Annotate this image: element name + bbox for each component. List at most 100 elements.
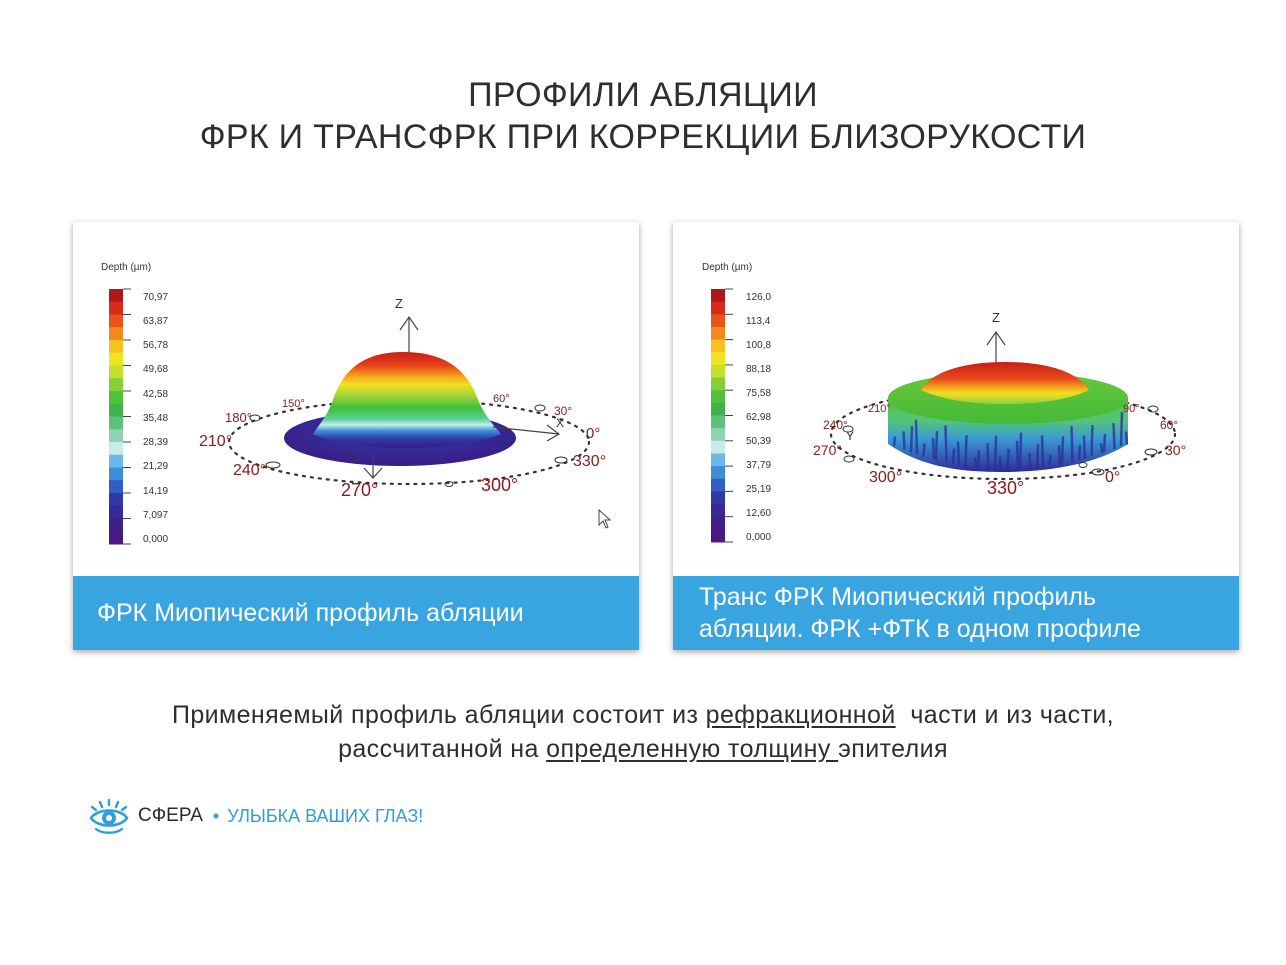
ring-markers — [842, 405, 1159, 476]
scale-tick-label: 14,19 — [143, 486, 168, 497]
angle-label-300: 300° — [481, 475, 518, 495]
scale-swatch — [711, 364, 725, 379]
title-line-1: ПРОФИЛИ АБЛЯЦИИ — [468, 76, 818, 114]
description-text: Применяемый профиль абляции состоит из — [171, 701, 706, 729]
streak — [1040, 435, 1045, 469]
z-axis-arrow — [399, 315, 419, 354]
scale-swatch — [711, 491, 725, 505]
scale-swatch — [711, 453, 725, 467]
legend-title: Depth (µm) — [101, 262, 151, 273]
scale-tick-label: 126,0 — [746, 292, 771, 303]
angle-label-210: 210° — [868, 403, 891, 415]
title-line-2: ФРК И ТРАНСФРК ПРИ КОРРЕКЦИИ БЛИЗОРУКОСТ… — [199, 118, 1087, 156]
scale-tick-label: 28,39 — [143, 437, 168, 448]
scale-tick-label: 88,18 — [746, 364, 771, 375]
scale-tick-label: 75,58 — [746, 388, 771, 399]
angle-label-330: 330° — [987, 478, 1024, 498]
angle-label-240: 240° — [233, 462, 266, 479]
scale-swatch — [711, 339, 725, 353]
streak — [976, 450, 981, 470]
streak — [902, 431, 906, 450]
scale-swatch — [711, 504, 725, 518]
scale-tick-label: 12,60 — [746, 508, 771, 519]
scale-swatch — [711, 428, 725, 442]
scale-swatch — [711, 289, 725, 303]
scale-tick-label: 35,48 — [143, 413, 168, 424]
transprk-caption-line-2: абляции. ФРК +ФТК в одном профиле — [699, 615, 1141, 643]
transprk-profile-card: Depth (µm) 126,0 113,4 100,8 88,18 75,58… — [673, 222, 1239, 650]
scale-tick-label: 0,000 — [143, 534, 168, 545]
scale-tick-label: 113,4 — [746, 316, 771, 327]
streak — [1028, 452, 1032, 471]
page-title: ПРОФИЛИ АБЛЯЦИИ ФРК И ТРАНСФРК ПРИ КОРРЕ… — [0, 74, 1286, 158]
description-text: эпителия — [838, 735, 948, 763]
scale-swatch — [711, 478, 725, 492]
angle-label-300: 300° — [869, 469, 902, 486]
description-text: части и из части, — [895, 701, 1115, 729]
streak — [956, 441, 961, 466]
prk-ablation-profile-plot: Depth (µm) 70,97 63,87 56,78 49,68 42,58… — [101, 262, 612, 545]
streak — [1048, 454, 1052, 468]
eye-logo-icon — [89, 798, 129, 834]
scale-swatch — [109, 429, 123, 443]
scale-swatch — [711, 390, 725, 404]
streak — [1035, 443, 1040, 469]
z-axis-arrow — [986, 330, 1006, 367]
scale-swatch — [711, 326, 725, 341]
z-axis-label: Z — [395, 296, 403, 311]
scale-swatch — [711, 402, 725, 416]
scale-tick-label: 50,39 — [746, 436, 771, 447]
streak — [934, 431, 939, 461]
angle-label-0: 0° — [1105, 469, 1120, 486]
profile-description: Применяемый профиль абляции состоит из р… — [0, 698, 1286, 766]
streak — [1057, 445, 1062, 466]
streak — [1006, 448, 1010, 472]
angle-ring — [227, 398, 591, 486]
transprk-ablation-profile-plot: Depth (µm) 126,0 113,4 100,8 88,18 75,58… — [702, 262, 1186, 543]
scale-swatch — [109, 454, 123, 468]
streak — [998, 456, 1003, 471]
scale-tick-label: 70,97 — [143, 292, 168, 303]
angle-label-240: 240° — [823, 418, 848, 432]
y-axis-arrow — [363, 454, 383, 479]
angle-label-330: 330° — [573, 453, 606, 470]
scale-swatch — [109, 403, 123, 417]
color-scale-ticks: 70,97 63,87 56,78 49,68 42,58 35,48 28,3… — [143, 292, 168, 545]
streak — [964, 435, 968, 468]
scale-swatch — [109, 314, 123, 328]
description-line-1: Применяемый профиль абляции состоит из р… — [0, 698, 1286, 732]
x-axis-label: X — [556, 416, 564, 430]
scale-swatch — [109, 301, 123, 315]
y-axis-label: Y — [846, 429, 854, 443]
streak — [909, 426, 914, 453]
scale-swatch — [711, 529, 725, 543]
prk-caption: ФРК Миопический профиль абляции — [73, 576, 639, 650]
scale-swatch — [711, 377, 725, 391]
scale-swatch — [711, 516, 725, 530]
scale-tick-label: 0,000 — [746, 532, 771, 543]
angle-label-0: 0° — [586, 425, 600, 442]
angle-label-270: 270° — [813, 442, 842, 458]
angle-label-60: 60° — [493, 393, 510, 405]
angle-label-180: 180° — [225, 410, 252, 425]
scale-swatch — [109, 467, 123, 481]
streak — [1015, 440, 1020, 471]
streak — [986, 442, 990, 471]
scale-swatch — [109, 327, 123, 341]
streak — [973, 457, 978, 469]
scale-tick-label: 63,87 — [143, 316, 168, 327]
scale-tick-label: 42,58 — [143, 389, 168, 400]
scale-swatch — [109, 352, 123, 366]
cylinder-streaks — [892, 412, 1129, 472]
scale-swatch — [711, 415, 725, 429]
streak — [993, 435, 998, 471]
angle-label-60: 60° — [1160, 418, 1178, 432]
angle-label-150: 150° — [282, 398, 305, 410]
z-axis-label: Z — [992, 310, 1000, 325]
description-text: рассчитанной на — [338, 735, 547, 763]
logo-separator: • — [212, 805, 220, 826]
underlined-term-refractive: рефракционной — [705, 701, 896, 729]
streak — [1077, 444, 1082, 460]
scale-tick-label: 37,79 — [746, 460, 771, 471]
transprk-caption-line-1: Транс ФРК Миопический профиль — [699, 583, 1097, 611]
